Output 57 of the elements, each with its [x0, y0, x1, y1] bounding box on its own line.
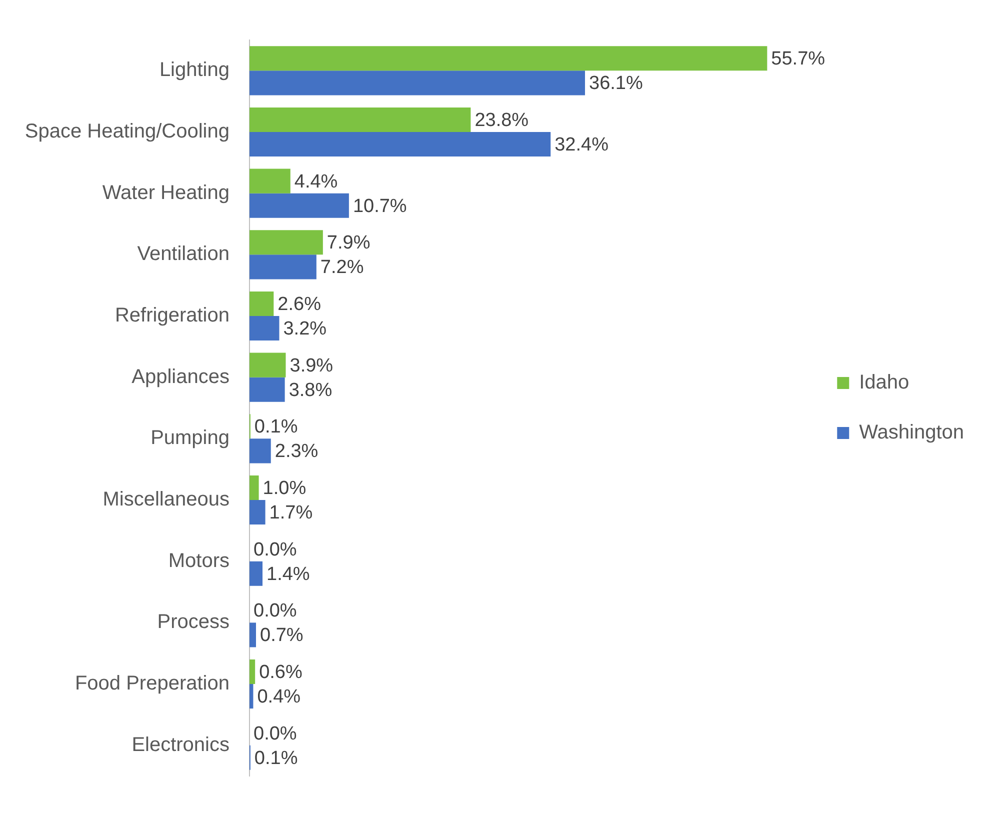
data-label: 7.2% [320, 257, 364, 278]
bar [250, 230, 323, 255]
legend-label: Washington [859, 422, 964, 444]
y-tick-label: Lighting [159, 59, 230, 82]
data-label: 0.0% [254, 600, 297, 622]
y-tick-label: Water Heating [102, 182, 230, 204]
bar [250, 254, 316, 280]
y-tick-label: Electronics [132, 734, 230, 756]
data-label: 3.8% [288, 380, 332, 401]
data-label: 23.8% [474, 110, 529, 131]
data-label: 4.4% [294, 171, 338, 192]
bar [250, 659, 256, 684]
data-label: 55.7% [771, 48, 826, 70]
bar [250, 107, 471, 132]
bar [250, 377, 285, 402]
data-label: 3.2% [283, 318, 327, 340]
bar [250, 561, 263, 586]
data-label: 0.0% [254, 723, 297, 744]
y-tick-label: Ventilation [137, 243, 230, 266]
data-label: 2.3% [274, 441, 318, 462]
data-label: 3.9% [290, 355, 334, 376]
bar [250, 168, 290, 194]
data-label: 7.9% [326, 232, 370, 254]
data-label: 0.1% [254, 416, 298, 438]
y-tick-label: Appliances [132, 366, 230, 388]
bar [250, 70, 586, 96]
y-tick-label: Food Preperation [74, 672, 230, 695]
bar [250, 438, 271, 464]
bar [250, 622, 256, 648]
data-label: 1.7% [269, 502, 313, 524]
data-label: 0.0% [254, 539, 297, 560]
data-label: 32.4% [554, 134, 609, 156]
y-tick-label: Refrigeration [114, 304, 230, 327]
bar [250, 46, 768, 71]
data-label: 0.7% [260, 625, 304, 646]
y-tick-label: Space Heating/Cooling [24, 120, 230, 143]
bar [250, 193, 349, 218]
y-tick-label: Process [157, 611, 230, 634]
bar [250, 475, 259, 500]
data-label: 10.7% [352, 196, 407, 217]
data-label: 1.4% [266, 564, 310, 585]
bar [250, 500, 266, 525]
data-label: 0.4% [257, 686, 301, 708]
y-tick-label: Motors [168, 550, 230, 572]
data-label: 36.1% [589, 73, 643, 94]
bar [250, 352, 286, 378]
bar [250, 291, 274, 316]
y-tick-label: Pumping [150, 427, 230, 450]
bar [250, 132, 551, 157]
bar [250, 316, 280, 341]
data-label: 0.6% [259, 662, 302, 683]
legend-label: Idaho [859, 372, 910, 394]
y-tick-label: Miscellaneous [102, 488, 230, 511]
bar [250, 684, 254, 709]
data-label: 2.6% [278, 294, 322, 315]
data-label: 0.1% [254, 748, 298, 769]
data-label: 1.0% [262, 478, 306, 499]
